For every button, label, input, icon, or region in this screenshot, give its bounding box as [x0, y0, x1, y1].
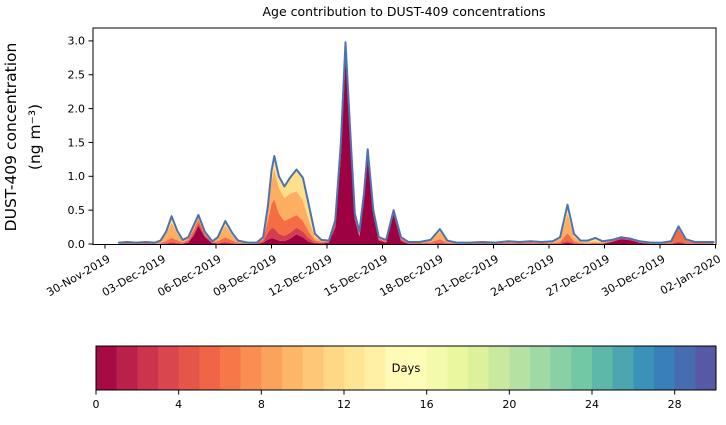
colorbar-tick-label: 16	[420, 398, 434, 411]
colorbar-border	[95, 345, 717, 391]
colorbar-segment	[654, 346, 675, 390]
colorbar-gradient	[96, 346, 717, 390]
age-layer-0-1-days	[118, 58, 714, 245]
colorbar-segment	[426, 346, 448, 390]
age-layer-1-3-days	[118, 52, 714, 244]
x-tick-label: 02-Jan-2020	[658, 252, 723, 297]
colorbar-segment	[674, 346, 696, 390]
colorbar-segment	[240, 346, 262, 390]
chart-title: Age contribution to DUST-409 concentrati…	[262, 4, 545, 19]
y-axis-label-line1: DUST-409 concentration	[2, 43, 20, 232]
colorbar-segment	[488, 346, 510, 390]
colorbar-tick-label: 24	[585, 398, 599, 411]
y-tick-label: 1.5	[68, 136, 86, 149]
age-layer-6-9-days	[118, 44, 714, 244]
total-concentration-line	[117, 41, 715, 244]
colorbar-segment	[550, 346, 572, 390]
colorbar-segment	[199, 346, 221, 390]
colorbar-segment	[592, 346, 613, 390]
y-tick-label: 2.5	[68, 69, 86, 82]
colorbar-segment	[385, 346, 407, 390]
colorbar-tick-label: 4	[175, 398, 182, 411]
colorbar-segment	[96, 346, 117, 390]
colorbar-segment	[158, 346, 179, 390]
colorbar-segment	[302, 346, 324, 390]
x-axis-ticks: 30-Nov-201903-Dec-201906-Dec-201909-Dec-…	[44, 244, 723, 299]
colorbar-tick-label: 20	[502, 398, 516, 411]
colorbar-segment	[447, 346, 469, 390]
y-tick-label: 1.0	[68, 170, 86, 183]
colorbar-segment	[137, 346, 159, 390]
colorbar-segment	[406, 346, 427, 390]
colorbar-label: Days	[392, 361, 421, 375]
colorbar-segment	[509, 346, 531, 390]
y-tick-label: 2.0	[68, 102, 86, 115]
age-layer-3-6-days	[118, 48, 714, 244]
y-tick-label: 0.5	[68, 204, 86, 217]
colorbar-segment	[468, 346, 489, 390]
stacked-age-layers	[118, 42, 714, 245]
colorbar-segment	[220, 346, 241, 390]
y-tick-label: 3.0	[68, 35, 86, 48]
colorbar-segment	[612, 346, 634, 390]
colorbar-segment	[530, 346, 551, 390]
colorbar-segment	[282, 346, 303, 390]
colorbar-tick-label: 8	[258, 398, 265, 411]
colorbar-segment	[178, 346, 200, 390]
y-tick-label: 0.0	[68, 238, 86, 251]
colorbar-ticks: 0 4 8 12 16 20 24 28	[93, 390, 682, 411]
colorbar-segment	[364, 346, 386, 390]
age-layer-9-14-days	[118, 42, 714, 243]
colorbar-segment	[571, 346, 593, 390]
colorbar-segment	[323, 346, 345, 390]
y-axis-label-line2: (ng m⁻³)	[26, 104, 44, 170]
colorbar-tick-label: 0	[93, 398, 100, 411]
colorbar-segment	[344, 346, 365, 390]
colorbar-segment	[261, 346, 283, 390]
colorbar-tick-label: 12	[337, 398, 351, 411]
colorbar-segment	[633, 346, 655, 390]
colorbar-segment	[116, 346, 138, 390]
plot-border	[92, 27, 717, 245]
colorbar-tick-label: 28	[668, 398, 682, 411]
colorbar-segment	[695, 346, 717, 390]
y-axis-ticks: 0.0 0.5 1.0 1.5 2.0 2.5 3.0	[68, 35, 93, 251]
